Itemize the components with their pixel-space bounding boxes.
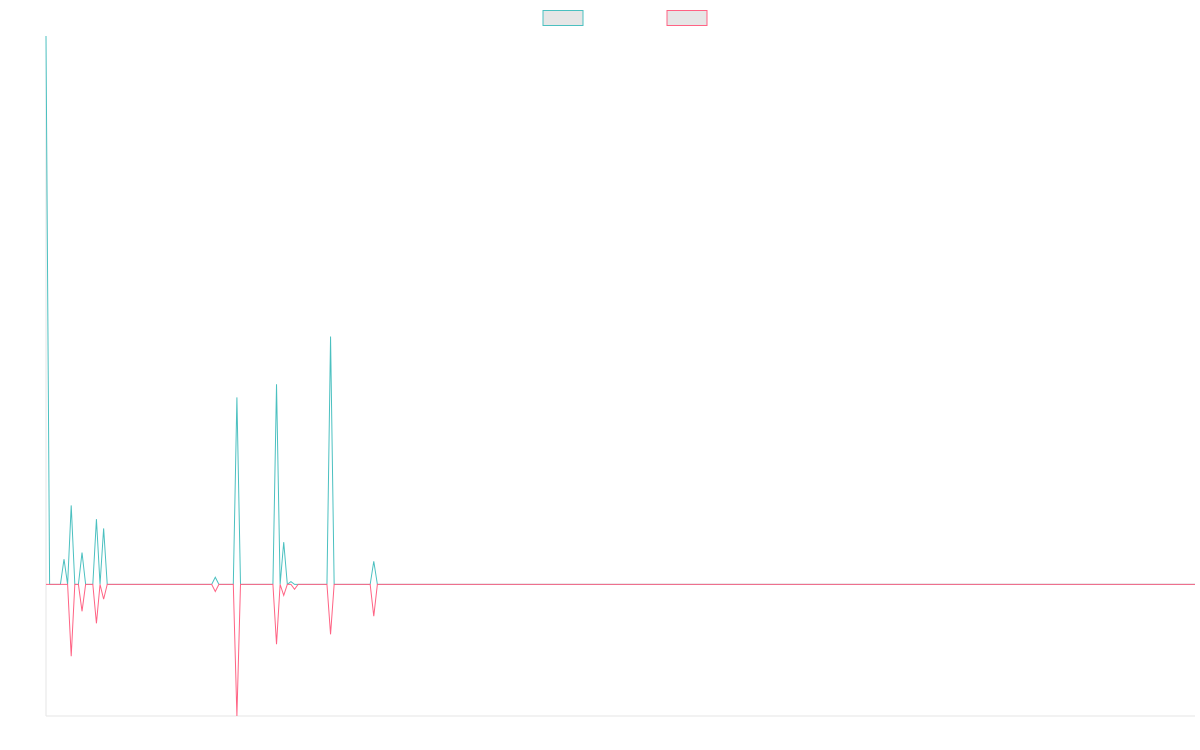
line-series xyxy=(45,35,1195,586)
line-series xyxy=(46,583,1195,717)
legend-swatch xyxy=(542,10,584,26)
legend-swatch xyxy=(666,10,708,26)
